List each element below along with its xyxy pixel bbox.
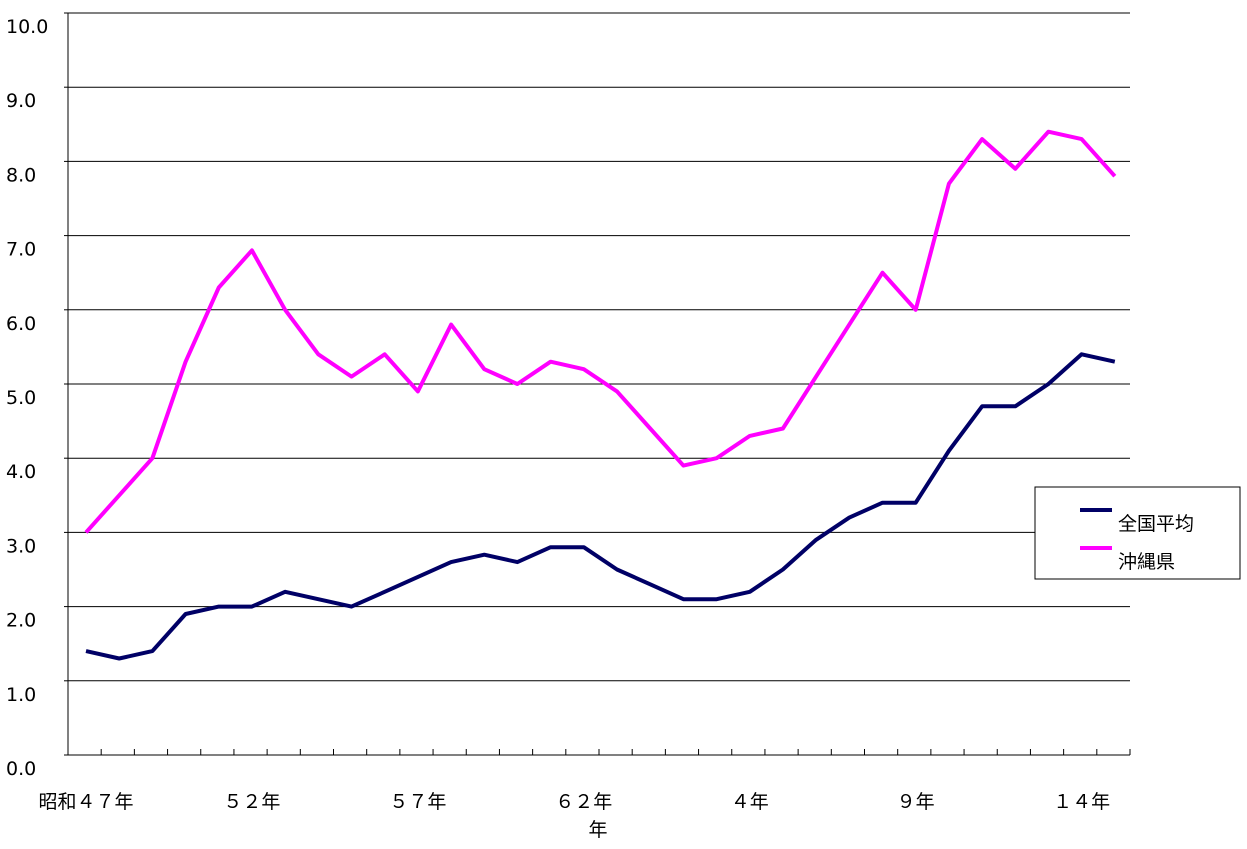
legend-box [1034, 486, 1241, 580]
y-tick-label: 1.0 [6, 684, 36, 706]
y-tick-label: 10.0 [6, 16, 48, 38]
legend-label-1: 沖縄県 [1118, 551, 1175, 573]
y-tick-label: 0.0 [6, 758, 36, 780]
y-tick-label: 9.0 [6, 90, 36, 112]
y-tick-label: 6.0 [6, 313, 36, 335]
series-lines [84, 129, 1117, 661]
legend-label-0: 全国平均 [1118, 513, 1194, 535]
x-tick-label: 昭和４７年 [38, 791, 133, 813]
y-tick-label: 3.0 [6, 535, 36, 557]
y-tick-label: 2.0 [6, 610, 36, 632]
axes [64, 12, 1131, 756]
x-tick-label: ９年 [897, 791, 935, 813]
x-tick-labels: 昭和４７年 ５２年 ５７年 ６２年 ４年 ９年 １４年 [38, 791, 1110, 813]
x-tick-label: １４年 [1053, 791, 1110, 813]
series-line-1 [84, 129, 1117, 534]
x-tick-label: ６２年 [555, 791, 612, 813]
y-tick-label: 5.0 [6, 387, 36, 409]
x-tick-label: ５７年 [389, 791, 446, 813]
y-tick-label: 8.0 [6, 164, 36, 186]
x-tick-label: ５２年 [223, 791, 280, 813]
x-tick-label: ４年 [731, 791, 769, 813]
x-axis-title: 年 [588, 819, 607, 841]
y-tick-label: 7.0 [6, 239, 36, 261]
series-line-0 [85, 352, 1116, 661]
grid-lines [68, 12, 1130, 682]
y-tick-labels: 0.0 1.0 2.0 3.0 4.0 5.0 6.0 7.0 8.0 9.0 10.0 [6, 16, 48, 780]
y-tick-label: 4.0 [6, 461, 36, 483]
